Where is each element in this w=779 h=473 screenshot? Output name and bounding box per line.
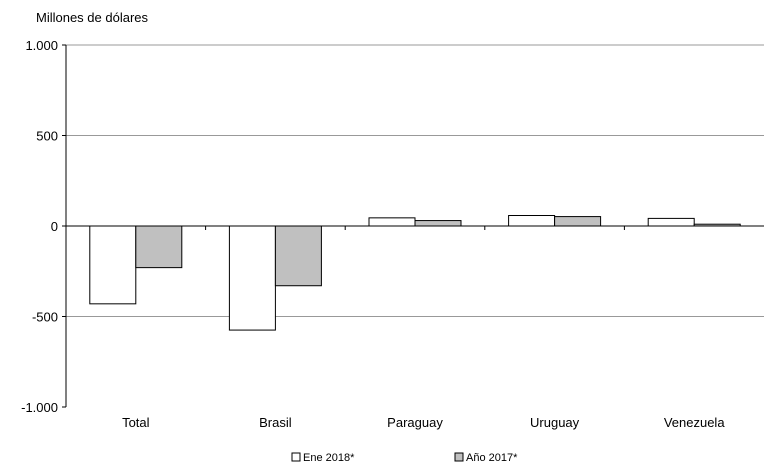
x-tick-label: Brasil — [259, 415, 292, 430]
legend-swatch — [291, 452, 301, 462]
x-tick-label: Paraguay — [387, 415, 443, 430]
y-tick-label: 0 — [51, 219, 58, 234]
bar-brasil-series-2 — [274, 225, 322, 287]
bar-uruguay-series-1 — [508, 215, 556, 227]
y-axis-label: Millones de dólares — [36, 10, 149, 25]
y-tick-label: -500 — [32, 310, 58, 325]
y-tick-label: 1.000 — [25, 38, 58, 53]
bar-total-series-2 — [135, 225, 183, 269]
legend-label: Ene 2018* — [303, 452, 355, 464]
bars — [89, 215, 741, 331]
legend-swatch — [454, 452, 464, 462]
bar-paraguay-series-1 — [368, 217, 416, 227]
bar-brasil-series-1 — [228, 225, 276, 331]
legend: Ene 2018* Año 2017* — [291, 452, 518, 464]
axes — [62, 44, 764, 408]
legend-label: Año 2017* — [466, 452, 518, 464]
bar-total-series-1 — [89, 225, 137, 305]
x-tick-label: Total — [122, 415, 150, 430]
bar-uruguay-series-2 — [554, 216, 602, 227]
gridlines — [66, 44, 764, 317]
x-tick-label: Venezuela — [664, 415, 725, 430]
y-tick-label: -1.000 — [21, 400, 58, 415]
y-tick-label: 500 — [36, 129, 58, 144]
bar-venezuela-series-1 — [647, 217, 695, 227]
x-tick-label: Uruguay — [530, 415, 580, 430]
bar-paraguay-series-2 — [414, 220, 462, 227]
tick-labels: 1.000 500 0 -500 -1.000 Total Brasil Paraguay Ur… — [21, 38, 725, 430]
